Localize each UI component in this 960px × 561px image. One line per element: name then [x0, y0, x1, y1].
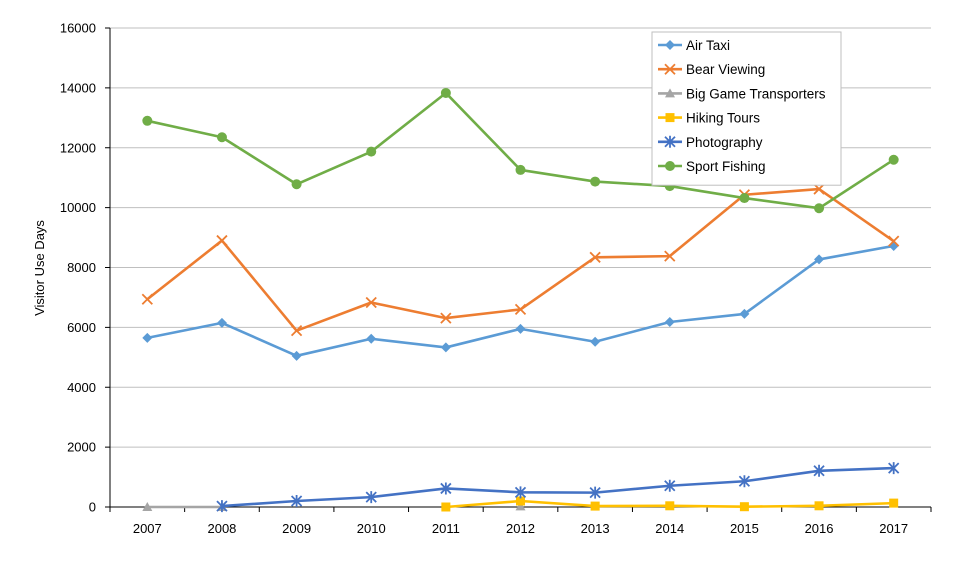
y-tick-label: 14000 [60, 80, 96, 95]
x-tick-labels: 2007 2008 2009 2010 2011 2012 2013 2014 2015 2016… [133, 521, 908, 536]
data-point-photography [365, 491, 377, 504]
y-tick-label: 10000 [60, 200, 96, 215]
legend-marker-sport-fishing [665, 161, 675, 171]
y-axis-label: Visitor Use Days [32, 220, 47, 316]
legend-marker-hiking-tours [665, 113, 675, 123]
data-point-sport-fishing [739, 193, 750, 204]
data-point-air-taxi [216, 317, 227, 328]
data-point-sport-fishing [366, 146, 377, 157]
data-point-sport-fishing [515, 164, 526, 175]
series-hiking-tours [441, 496, 899, 512]
legend-label-big-game-transporters: Big Game Transporters [686, 86, 826, 101]
legend-label-air-taxi: Air Taxi [686, 38, 730, 53]
x-tick-label: 2009 [282, 521, 311, 536]
y-tick-label: 0 [89, 500, 96, 515]
data-point-photography [589, 486, 601, 499]
data-point-bear-viewing [365, 296, 377, 309]
data-point-bear-viewing [664, 250, 676, 262]
series-sport-fishing [142, 87, 899, 214]
data-point-air-taxi [814, 254, 825, 265]
y-tick-labels: 0 2000 4000 6000 8000 10000 12000 14000 16000 [60, 21, 96, 515]
x-tick-label: 2010 [357, 521, 386, 536]
y-tick-label: 2000 [67, 440, 96, 455]
data-point-air-taxi [366, 333, 377, 344]
x-tick-label: 2013 [581, 521, 610, 536]
x-tick-label: 2015 [730, 521, 759, 536]
series-line-air-taxi [147, 244, 894, 358]
data-point-sport-fishing [590, 176, 601, 187]
data-point-bear-viewing [813, 183, 825, 195]
y-tick-label: 4000 [67, 380, 96, 395]
legend-marker-bear-viewing [664, 63, 676, 75]
data-point-bear-viewing [514, 303, 527, 316]
legend-marker-air-taxi [665, 40, 675, 50]
data-point-hiking-tours [590, 501, 600, 511]
data-point-air-taxi [739, 308, 750, 319]
legend: Air Taxi Bear Viewing Big Game Transporter… [651, 31, 842, 186]
data-point-bear-viewing [290, 325, 303, 337]
legend-label-bear-viewing: Bear Viewing [686, 62, 765, 77]
series-line-photography [221, 466, 894, 508]
x-tick-label: 2016 [805, 521, 834, 536]
legend-label-photography: Photography [686, 135, 763, 150]
data-point-hiking-tours [665, 501, 675, 511]
data-point-air-taxi [664, 316, 675, 327]
y-tick-label: 16000 [60, 21, 96, 36]
series-air-taxi [142, 240, 899, 361]
data-point-photography [514, 486, 527, 499]
data-point-photography [664, 479, 676, 492]
data-point-hiking-tours [516, 496, 525, 506]
data-point-sport-fishing [291, 179, 302, 190]
data-point-air-taxi [888, 240, 899, 251]
series-group [141, 87, 900, 513]
y-tick-label: 12000 [60, 140, 96, 155]
data-point-air-taxi [515, 323, 526, 334]
x-tick-label: 2017 [879, 521, 908, 536]
data-point-bear-viewing [141, 293, 153, 305]
data-point-sport-fishing [216, 132, 227, 143]
series-big-game-transporters [142, 501, 526, 511]
data-point-photography [888, 462, 900, 475]
data-point-photography [290, 495, 303, 508]
series-photography [216, 462, 900, 513]
x-tick-label: 2014 [655, 521, 684, 536]
data-point-big-game-transporters [515, 501, 526, 511]
x-tick-label: 2007 [133, 521, 162, 536]
x-tick-label: 2008 [207, 521, 236, 536]
data-point-sport-fishing [440, 87, 451, 98]
data-point-photography [440, 482, 452, 495]
y-tick-label: 8000 [67, 260, 96, 275]
series-bear-viewing [141, 183, 900, 337]
data-point-bear-viewing [888, 235, 900, 247]
data-point-hiking-tours [441, 502, 451, 512]
data-point-air-taxi [440, 342, 451, 353]
data-point-sport-fishing [814, 203, 825, 214]
legend-label-sport-fishing: Sport Fishing [686, 159, 766, 174]
data-point-air-taxi [291, 350, 302, 361]
legend-marker-big-game-transporters [665, 88, 675, 98]
x-tick-label: 2012 [506, 521, 535, 536]
data-point-photography [813, 464, 825, 477]
data-point-hiking-tours [814, 501, 824, 511]
legend-box [651, 31, 842, 186]
legend-label-hiking-tours: Hiking Tours [686, 111, 760, 126]
data-point-hiking-tours [889, 498, 899, 508]
legend-marker-photography [664, 135, 676, 148]
data-point-air-taxi [590, 336, 601, 347]
data-point-sport-fishing [142, 115, 153, 126]
data-point-sport-fishing [888, 154, 899, 165]
data-point-big-game-transporters [142, 502, 153, 511]
data-point-bear-viewing [589, 251, 601, 263]
data-point-bear-viewing [440, 312, 452, 324]
data-point-photography [738, 475, 751, 488]
data-point-air-taxi [142, 332, 153, 343]
data-point-photography [216, 500, 228, 513]
x-tick-label: 2011 [432, 521, 460, 536]
data-point-bear-viewing [216, 234, 228, 247]
y-tick-label: 6000 [67, 320, 96, 335]
data-point-hiking-tours [739, 502, 749, 512]
